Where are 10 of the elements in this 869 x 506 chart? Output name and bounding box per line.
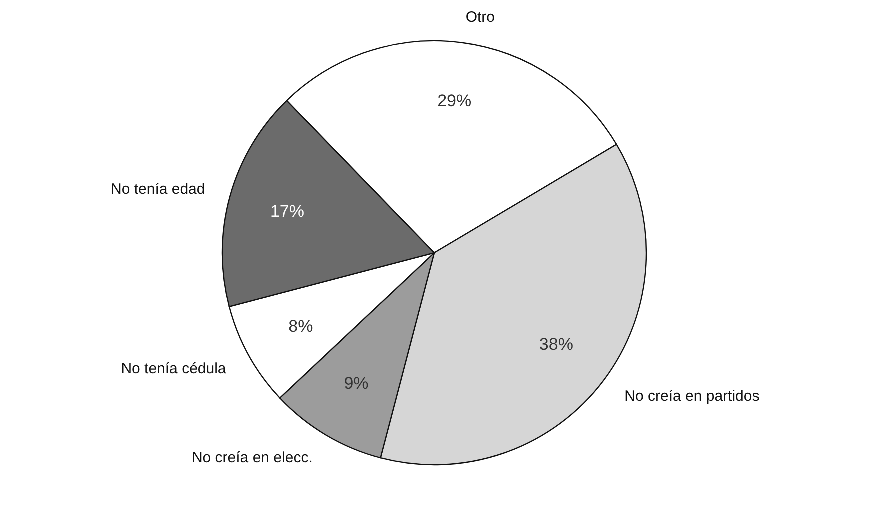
slice-label: No tenía cédula [121,360,227,378]
data-label: 9% [344,374,369,394]
data-label: 17% [270,202,304,221]
slice-label: No creía en partidos [624,388,760,406]
slice-label: No creía en elecc. [192,450,313,467]
data-label: 38% [539,334,574,354]
data-label: 8% [288,316,314,336]
slice-label: Otro [466,9,496,26]
data-label: 29% [438,92,472,111]
slice-label: No tenía edad [111,181,206,198]
